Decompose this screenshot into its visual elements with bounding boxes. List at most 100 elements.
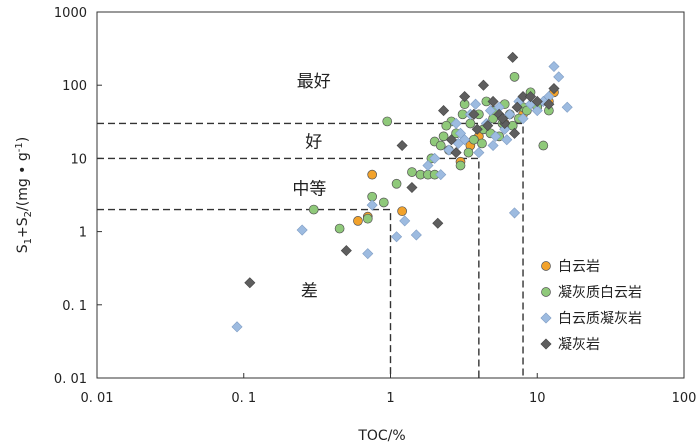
series-3-point-7 (459, 91, 471, 103)
series-2-point-11 (450, 117, 462, 129)
series-2-point-32 (490, 130, 502, 142)
series-2-point-8 (429, 152, 441, 164)
series-2-point-22 (517, 113, 529, 125)
series-1-point-13 (435, 140, 446, 151)
y-tick-label-0: 0. 01 (54, 372, 87, 387)
series-2-point-0 (231, 321, 243, 333)
series-3-point-16 (525, 91, 537, 103)
zone-label-0: 最好 (297, 72, 331, 92)
series-2-point-33 (452, 137, 464, 149)
axis-ticks: 0. 01 0. 1 1 10 100 0. 01 0. 1 1 10 100 1000 (54, 6, 697, 406)
series-1-point-19 (465, 118, 476, 129)
legend-marker-1 (541, 287, 551, 297)
series-1-point-14 (438, 131, 449, 142)
legend-label-1: 凝灰质白云岩 (558, 285, 642, 301)
series-3-point-5 (438, 105, 450, 117)
series-3-point-24 (445, 134, 457, 146)
x-axis-label: TOC/% (357, 428, 405, 444)
series-1-point-29 (509, 72, 520, 82)
series-3-point-15 (517, 91, 529, 103)
series-0-point-0 (353, 216, 363, 226)
series-2 (231, 60, 573, 333)
series-3-point-18 (543, 98, 555, 110)
series-3-point-22 (497, 113, 509, 125)
x-tick-label-3: 10 (529, 391, 546, 406)
threshold-line-1 (97, 157, 480, 378)
series-3-point-20 (471, 123, 483, 135)
series-2-point-19 (499, 123, 511, 135)
series-2-point-9 (435, 169, 447, 181)
series-2-point-20 (504, 108, 516, 120)
series-3-point-1 (340, 245, 352, 257)
legend-label-2: 白云质凝灰岩 (558, 311, 642, 327)
series-1-point-44 (441, 120, 452, 131)
series-3-point-6 (450, 147, 462, 159)
y-axis-label: S1+S2/(mg • g-1) (14, 137, 34, 253)
series-1-point-7 (407, 167, 417, 177)
series-3-point-8 (468, 108, 480, 120)
series-2-point-24 (531, 105, 543, 117)
series-2-point-29 (470, 98, 482, 110)
series-2-point-15 (473, 147, 485, 159)
series-1-point-4 (378, 197, 389, 208)
series-2-point-30 (484, 105, 496, 117)
series-3-point-0 (244, 277, 256, 289)
series-2-point-26 (548, 60, 560, 73)
series-2-point-27 (553, 71, 565, 83)
threshold-line-2 (97, 122, 524, 378)
series-2-point-4 (391, 231, 403, 243)
x-tick-label-2: 1 (386, 391, 394, 406)
series-3-point-17 (531, 95, 543, 107)
series-1-point-0 (308, 204, 319, 215)
threshold-line-0 (97, 208, 392, 378)
series-3-point-23 (508, 127, 521, 139)
series-1-point-2 (362, 213, 373, 224)
zone-label-2: 中等 (292, 180, 326, 200)
series-3-point-21 (482, 120, 494, 132)
zone-label-1: 好 (305, 133, 322, 153)
series-2-point-17 (487, 139, 499, 152)
series-3-point-4 (432, 217, 444, 229)
y-tick-label-3: 10 (70, 152, 87, 167)
series-1-point-6 (391, 178, 402, 189)
x-tick-label-0: 0. 01 (80, 391, 113, 406)
y-tick-label-4: 100 (62, 79, 87, 94)
series-2-point-28 (561, 101, 573, 113)
threshold-lines (97, 122, 524, 378)
series-0-point-2 (367, 169, 378, 180)
series-3-point-14 (511, 101, 523, 113)
series-1-point-1 (334, 223, 345, 234)
data-points (231, 51, 573, 333)
legend-marker-2 (540, 312, 552, 324)
series-3-point-13 (507, 51, 519, 63)
legend-marker-3 (540, 338, 552, 350)
y-tick-label-2: 1 (79, 226, 87, 241)
series-1-point-43 (477, 138, 487, 149)
series-2-point-21 (508, 207, 521, 219)
x-tick-label-4: 100 (672, 391, 697, 406)
series-1-point-34 (538, 140, 549, 151)
series-3-point-19 (548, 83, 560, 95)
y-tick-label-1: 0. 1 (62, 299, 87, 314)
y-tick-label-5: 1000 (54, 6, 87, 21)
series-1-point-5 (382, 116, 393, 127)
series-2-point-6 (410, 229, 422, 241)
series-2-point-5 (399, 215, 411, 227)
legend-label-3: 凝灰岩 (558, 337, 600, 353)
series-3-point-9 (477, 79, 489, 91)
series-2-point-34 (501, 134, 513, 146)
series-2-point-1 (296, 224, 308, 236)
series-1-point-42 (463, 147, 474, 158)
zone-label-3: 差 (301, 281, 318, 301)
legend-label-0: 白云岩 (558, 259, 600, 275)
series-1-point-20 (469, 134, 479, 145)
series-2-point-7 (422, 159, 434, 172)
x-tick-label-1: 0. 1 (231, 391, 256, 406)
series-2-point-3 (366, 199, 378, 211)
series-3-point-2 (396, 139, 408, 152)
series-3-point-3 (406, 182, 418, 194)
legend-marker-0 (541, 261, 551, 271)
